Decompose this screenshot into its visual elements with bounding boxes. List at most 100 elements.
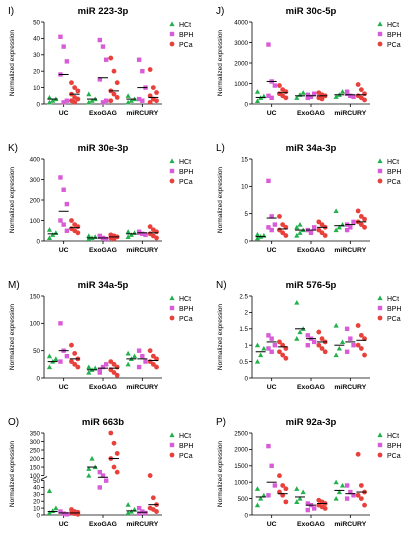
legend-marker-BPH	[377, 305, 383, 311]
x-tick-label: miRCURY	[334, 247, 366, 254]
data-point-BPH	[269, 214, 274, 219]
data-point-HCt	[46, 364, 53, 370]
y-tick-label: 50	[33, 348, 40, 355]
data-point-BPH	[305, 333, 310, 338]
legend-label: PCa	[387, 42, 401, 49]
data-point-PCa	[283, 355, 289, 361]
data-point-BPH	[351, 94, 356, 100]
legend-label: PCa	[387, 179, 401, 186]
data-point-BPH	[140, 98, 145, 103]
data-point-PCa	[108, 359, 114, 364]
legend-marker-HCt	[169, 295, 175, 301]
legend-label: BPH	[179, 32, 193, 39]
data-point-PCa	[362, 224, 367, 230]
x-tick-label: miRCURY	[126, 247, 158, 254]
data-point-PCa	[111, 464, 117, 470]
data-point-HCt	[89, 455, 95, 461]
data-point-PCa	[75, 230, 81, 236]
data-point-PCa	[111, 440, 117, 446]
data-point-BPH	[100, 473, 106, 478]
x-tick-label: UC	[59, 521, 69, 528]
data-point-BPH	[140, 69, 145, 74]
data-point-PCa	[358, 214, 364, 219]
data-point-BPH	[266, 443, 271, 449]
panel-label: N)	[216, 280, 227, 291]
data-point-PCa	[283, 95, 289, 101]
data-point-PCa	[75, 364, 81, 370]
x-tick-label: miRCURY	[126, 521, 158, 528]
legend-marker-BPH	[169, 31, 175, 37]
data-point-BPH	[312, 225, 317, 230]
legend-label: HCt	[387, 433, 399, 440]
data-point-HCt	[297, 222, 303, 227]
y-tick-label: 40	[33, 36, 40, 43]
y-tick-label: 1000	[234, 81, 248, 88]
legend-label: PCa	[387, 453, 401, 460]
data-point-BPH	[64, 512, 70, 517]
legend-marker-HCt	[377, 432, 383, 438]
data-point-HCt	[86, 364, 92, 370]
data-point-HCt	[53, 356, 59, 361]
data-point-PCa	[277, 349, 282, 355]
data-point-BPH	[351, 493, 356, 498]
y-tick-label: 150	[30, 464, 41, 471]
legend-label: HCt	[179, 296, 191, 303]
data-point-BPH	[344, 496, 350, 501]
data-point-HCt	[254, 98, 261, 104]
legend-marker-PCa	[377, 452, 383, 458]
panel-label: P)	[216, 417, 226, 428]
data-point-HCt	[46, 227, 53, 232]
data-point-BPH	[64, 98, 70, 103]
data-point-BPH	[58, 321, 63, 326]
data-point-PCa	[114, 372, 120, 378]
chart-title: miR 223-3p	[78, 6, 129, 17]
data-point-PCa	[69, 80, 74, 86]
data-point-PCa	[362, 352, 367, 358]
data-point-BPH	[344, 89, 350, 94]
legend-label: PCa	[387, 316, 401, 323]
data-point-PCa	[322, 506, 328, 511]
legend-marker-HCt	[377, 21, 383, 27]
data-point-PCa	[277, 214, 282, 219]
data-point-BPH	[305, 507, 310, 513]
data-point-PCa	[154, 229, 159, 235]
y-tick-label: 0.5	[239, 359, 248, 366]
data-point-PCa	[147, 224, 153, 230]
y-tick-label: 0	[37, 375, 41, 382]
data-point-PCa	[358, 496, 364, 501]
data-point-PCa	[358, 332, 364, 338]
data-point-PCa	[355, 451, 361, 457]
legend-label: PCa	[179, 42, 193, 49]
x-tick-label: ExoGAG	[297, 384, 325, 391]
data-point-HCt	[125, 229, 131, 234]
data-point-BPH	[266, 42, 271, 47]
panel-label: I)	[8, 6, 14, 17]
chart-panel-6: O) miR 663b Normalized expression 010203040…	[8, 417, 193, 528]
y-tick-label: 200	[30, 456, 41, 463]
data-point-BPH	[272, 343, 278, 348]
data-point-PCa	[316, 227, 322, 233]
y-axis-label: Normalized expression	[9, 441, 16, 507]
y-tick-label: 10	[33, 505, 40, 512]
data-point-BPH	[100, 44, 106, 49]
chart-panel-4: M) miR 34a-5p Normalized expression 0 50 100 1…	[8, 280, 193, 391]
y-tick-label: 2.5	[239, 293, 248, 300]
y-tick-label: 1	[245, 343, 249, 350]
data-point-PCa	[154, 90, 159, 95]
data-point-BPH	[97, 367, 102, 372]
data-point-PCa	[355, 323, 361, 328]
data-point-PCa	[69, 342, 74, 348]
data-point-PCa	[283, 233, 289, 238]
legend-marker-HCt	[169, 158, 175, 164]
axis-break-mark	[40, 476, 48, 480]
data-point-PCa	[114, 469, 120, 475]
legend-marker-HCt	[377, 158, 383, 164]
data-point-BPH	[266, 493, 271, 498]
y-axis-label: Normalized expression	[9, 167, 16, 233]
y-tick-label: 0	[37, 512, 41, 519]
data-point-BPH	[143, 359, 148, 364]
data-point-PCa	[322, 349, 328, 355]
data-point-BPH	[97, 77, 102, 82]
data-point-PCa	[114, 95, 120, 100]
data-point-HCt	[333, 322, 339, 328]
